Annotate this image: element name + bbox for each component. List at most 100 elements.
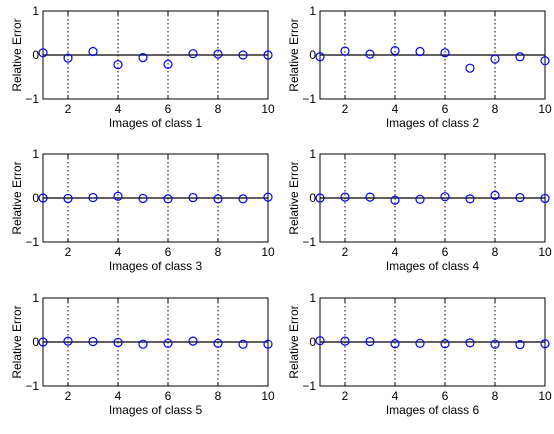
data-point: [515, 340, 525, 350]
y-tick-label: 1: [309, 4, 316, 18]
panel-5: 2 4 6 8 10 −1 0 1 Images of class 5 Relative Erro…: [10, 291, 275, 417]
data-point: [238, 50, 248, 60]
y-axis-label: Relative Error: [10, 18, 24, 91]
x-axis-label: Images of class 6: [386, 403, 480, 417]
x-axis-label: Images of class 2: [386, 116, 480, 130]
x-tick-label: 10: [261, 102, 275, 116]
data-point: [315, 336, 325, 346]
data-point: [138, 53, 148, 63]
data-point: [188, 336, 198, 346]
data-point: [515, 192, 525, 203]
data-point: [238, 194, 248, 204]
data-point: [540, 339, 550, 349]
y-tick-label: −1: [302, 92, 316, 106]
data-point: [465, 338, 475, 348]
data-point: [390, 45, 400, 56]
data-point: [213, 49, 223, 59]
data-point: [88, 192, 98, 203]
data-point: [63, 53, 73, 63]
x-tick-label: 6: [165, 245, 172, 259]
data-point: [415, 194, 425, 204]
data-point: [490, 339, 500, 349]
y-axis-label: Relative Error: [287, 161, 301, 234]
panel-1: 2 4 6 8 10 −1 0 1 Images of class 1 Relative Erro…: [10, 4, 275, 130]
y-axis-label: Relative Error: [10, 161, 24, 234]
y-axis-label: Relative Error: [10, 305, 24, 378]
x-tick-label: 10: [261, 389, 275, 403]
x-tick-label: 10: [538, 389, 552, 403]
data-point: [38, 193, 48, 203]
data-point: [263, 50, 273, 60]
x-axis-label: Images of class 5: [109, 403, 203, 417]
panel-2: 2 4 6 8 10 −1 0 1 Images of class 2 Relative Erro…: [287, 4, 552, 130]
x-tick-label: 10: [538, 245, 552, 259]
y-tick-label: −1: [302, 235, 316, 249]
x-tick-label: 6: [165, 389, 172, 403]
x-tick-label: 4: [115, 389, 122, 403]
y-tick-label: 1: [309, 291, 316, 305]
x-axis-label: Images of class 4: [386, 259, 480, 273]
data-point: [188, 49, 198, 59]
data-point: [315, 193, 325, 203]
data-point: [490, 54, 500, 64]
x-tick-label: 6: [442, 389, 449, 403]
data-point: [38, 48, 48, 58]
data-point: [415, 338, 425, 348]
x-tick-label: 2: [342, 102, 349, 116]
data-point: [365, 192, 375, 202]
data-point: [213, 338, 223, 348]
x-tick-label: 8: [492, 389, 499, 403]
y-tick-label: −1: [25, 92, 39, 106]
x-tick-label: 6: [442, 245, 449, 259]
data-point: [365, 49, 375, 59]
data-point: [238, 339, 248, 349]
x-tick-label: 2: [65, 102, 72, 116]
data-point: [113, 191, 123, 201]
y-tick-label: −1: [302, 379, 316, 393]
x-tick-label: 8: [492, 102, 499, 116]
data-point: [263, 192, 273, 202]
data-point: [213, 194, 223, 204]
x-tick-label: 6: [442, 102, 449, 116]
y-tick-label: 1: [309, 147, 316, 161]
data-point: [88, 336, 98, 347]
x-tick-label: 8: [215, 389, 222, 403]
y-axis-label: Relative Error: [287, 305, 301, 378]
y-tick-label: 1: [32, 4, 39, 18]
data-point: [163, 194, 173, 204]
panel-3: 2 4 6 8 10 −1 0 1 Images of class 3 Relative Erro…: [10, 147, 275, 273]
x-axis-label: Images of class 1: [109, 116, 203, 130]
data-point: [340, 336, 350, 346]
data-point: [340, 46, 350, 56]
data-point: [138, 193, 148, 204]
x-tick-label: 8: [215, 245, 222, 259]
data-point: [540, 193, 550, 204]
x-tick-label: 4: [392, 389, 399, 403]
x-tick-label: 10: [538, 102, 552, 116]
y-tick-label: 0: [32, 191, 39, 205]
data-point: [188, 192, 198, 203]
data-point: [415, 46, 425, 57]
data-point: [263, 339, 273, 349]
data-point: [163, 338, 173, 348]
data-point: [390, 195, 400, 205]
data-point: [540, 56, 550, 66]
data-point: [63, 193, 73, 204]
y-tick-label: 1: [32, 147, 39, 161]
y-tick-label: 0: [32, 335, 39, 349]
x-tick-label: 2: [65, 245, 72, 259]
panel-4: 2 4 6 8 10 −1 0 1 Images of class 4 Relative Erro…: [287, 147, 552, 273]
x-tick-label: 4: [115, 102, 122, 116]
x-tick-label: 2: [342, 245, 349, 259]
y-tick-label: 0: [309, 191, 316, 205]
y-tick-label: 0: [32, 48, 39, 62]
data-point: [113, 337, 123, 348]
data-point: [490, 190, 500, 200]
data-point: [315, 52, 325, 62]
data-point: [365, 336, 375, 347]
data-point: [515, 52, 525, 62]
data-point: [340, 192, 350, 202]
panel-6: 2 4 6 8 10 −1 0 1 Images of class 6 Relative Erro…: [287, 291, 552, 417]
x-tick-label: 8: [492, 245, 499, 259]
